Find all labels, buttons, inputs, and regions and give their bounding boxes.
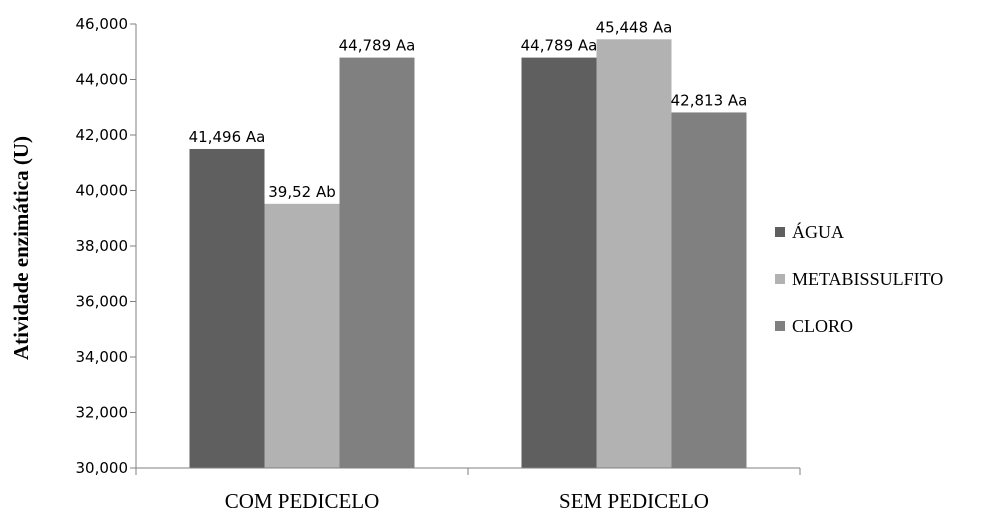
category-label: SEM PEDICELO [559,489,709,513]
axes [135,24,801,475]
legend-label: METABISSULFITO [792,269,943,289]
y-tick-label: 38,000 [76,237,129,255]
legend-swatch [775,321,785,331]
bar-metabissulfito-1 [264,203,340,468]
data-label: 41,496 Aa [189,128,266,146]
y-tick-label: 30,000 [76,459,129,477]
legend-label: ÁGUA [792,221,844,242]
legend-swatch [775,274,785,284]
category-label: COM PEDICELO [225,489,380,513]
bar--gua-1 [189,148,265,468]
y-tick-label: 32,000 [76,404,129,422]
data-label: 44,789 Aa [521,37,598,55]
bars [189,39,747,469]
data-label: 44,789 Aa [339,37,416,55]
category-labels: COM PEDICELO SEM PEDICELO [225,489,709,513]
bar--gua-2 [521,57,597,468]
y-tick-label: 36,000 [76,293,129,311]
y-axis-title: Atividade enzimática (U) [9,136,33,360]
data-label: 42,813 Aa [671,91,748,109]
bar-metabissulfito-2 [596,39,672,469]
legend-label: CLORO [792,316,853,336]
y-axis-ticks: 30,000 32,000 34,000 36,000 38,000 40,000 42,0… [76,15,136,477]
y-tick-label: 40,000 [76,182,129,200]
legend: ÁGUA METABISSULFITO CLORO [775,221,943,336]
bar-cloro-2 [671,112,747,469]
data-label: 45,448 Aa [596,18,673,36]
data-label: 39,52 Ab [268,183,336,201]
bar-cloro-1 [339,57,415,468]
legend-swatch [775,227,785,237]
y-tick-label: 42,000 [76,126,129,144]
y-tick-label: 46,000 [76,15,129,33]
y-tick-label: 44,000 [76,71,129,89]
y-tick-label: 34,000 [76,348,129,366]
